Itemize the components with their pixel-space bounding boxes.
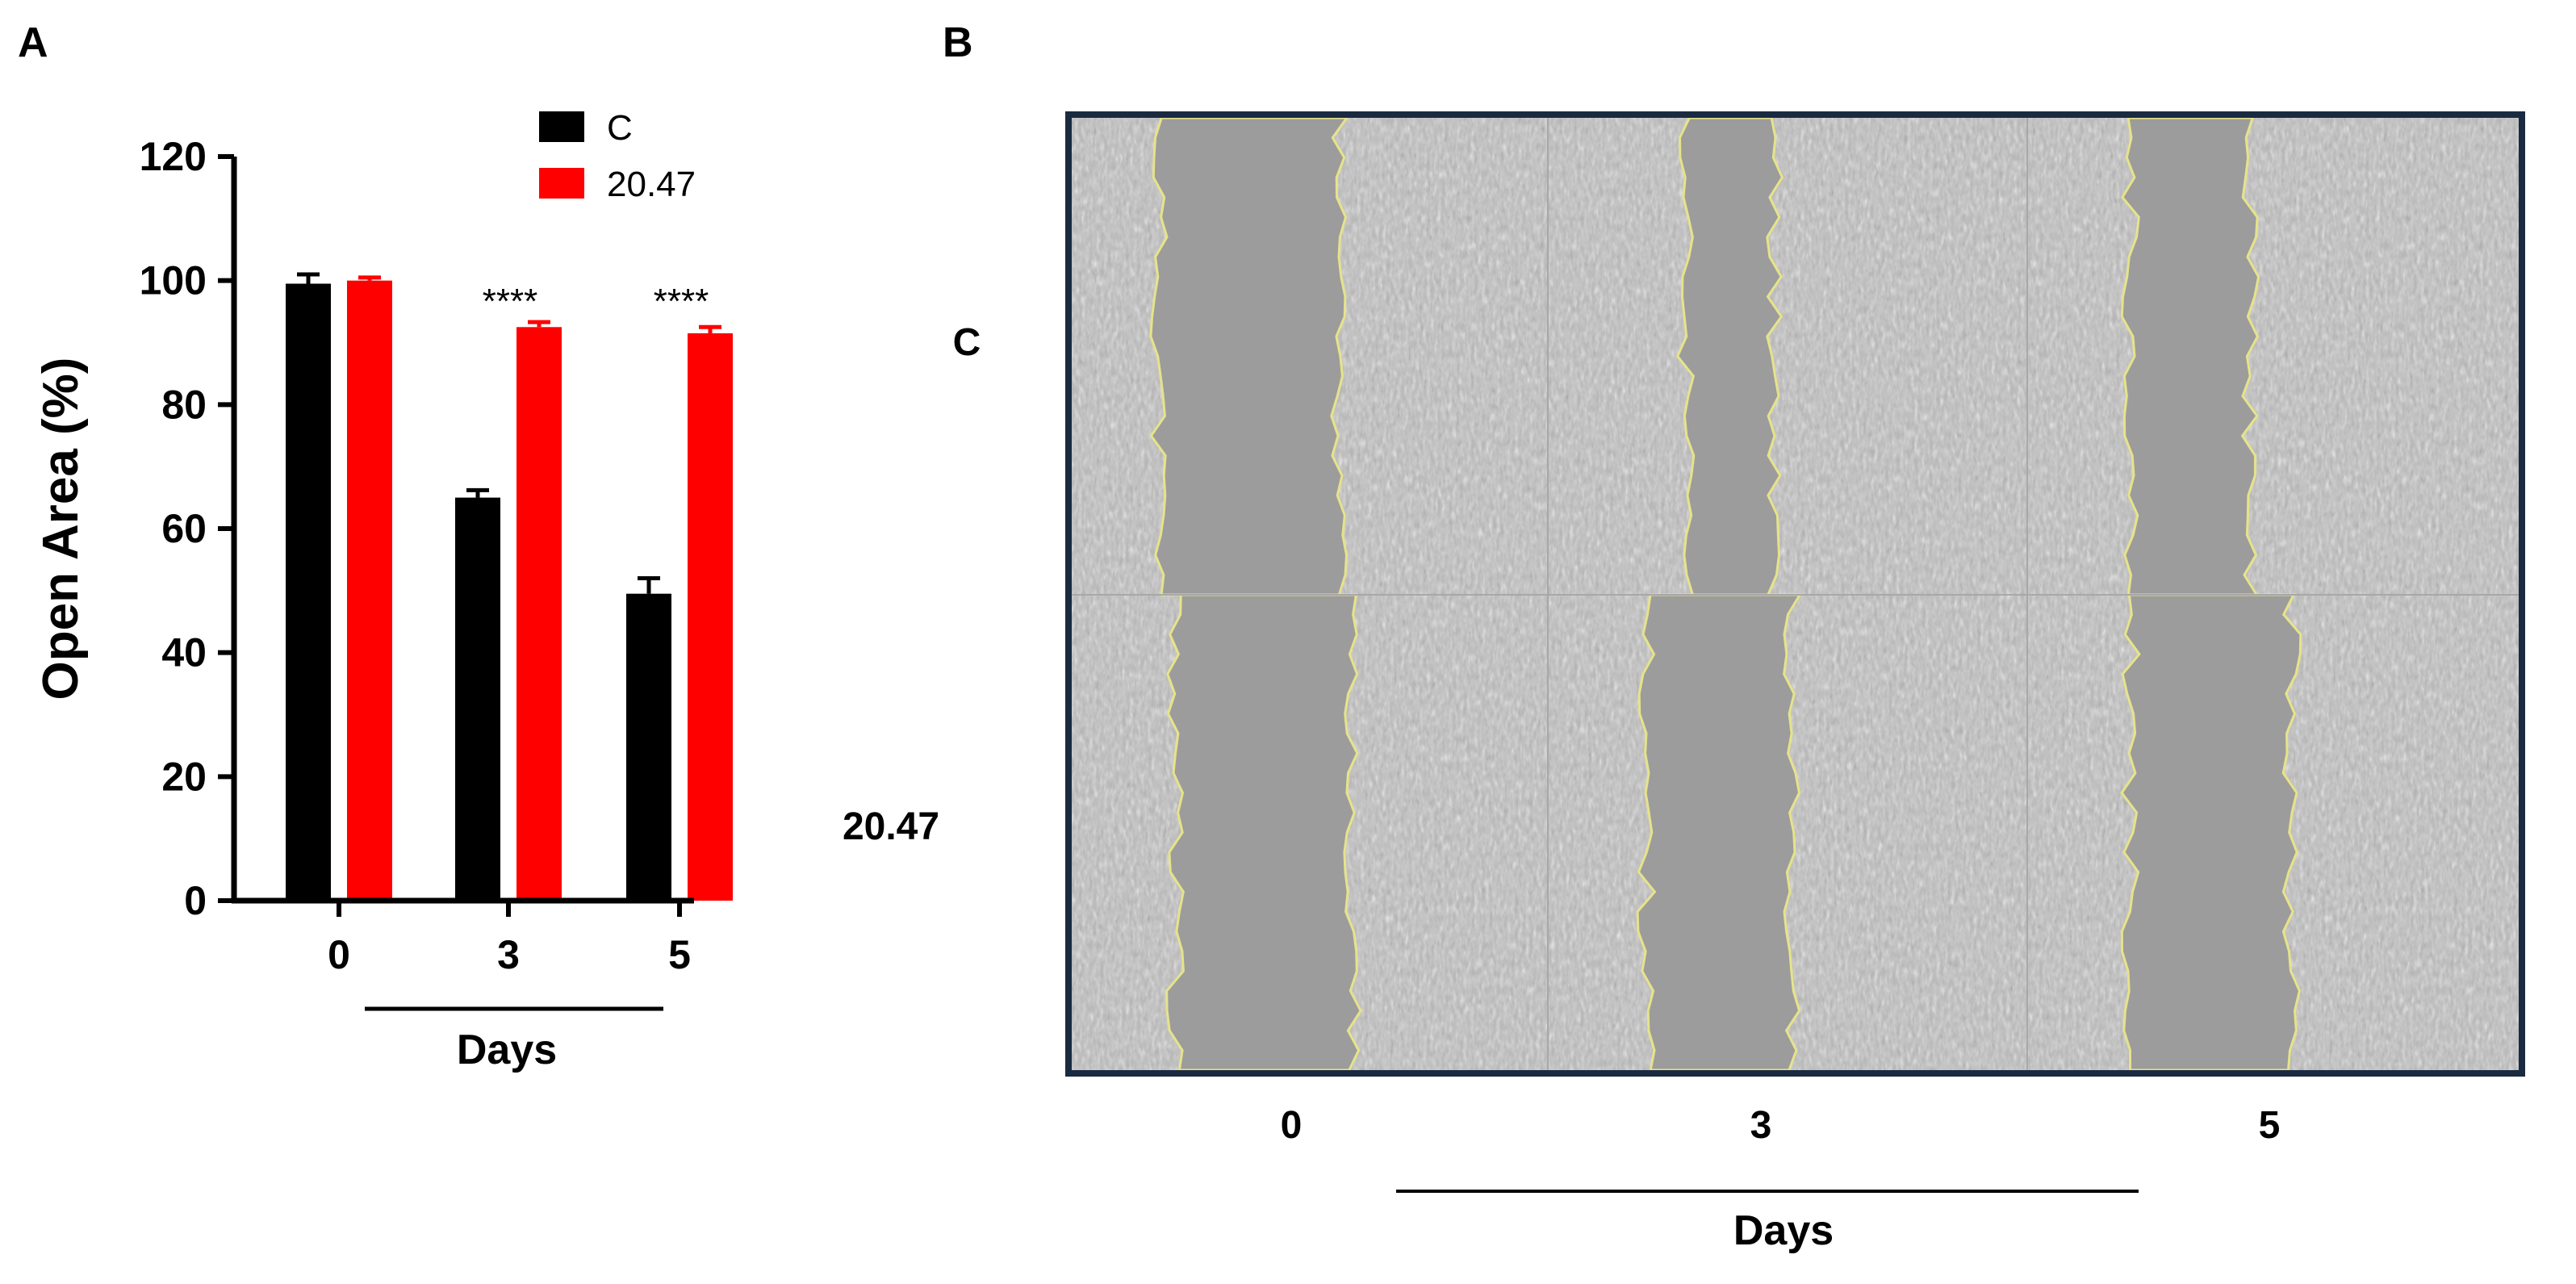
bar-20-47-day-0 [347, 280, 392, 901]
y-tick-label: 20 [161, 754, 207, 799]
error-bar [358, 275, 381, 281]
error-bar [466, 487, 489, 498]
wound-gap-row1-col3 [2120, 116, 2260, 596]
bar-chart: 0 20 40 60 80 100 120 0 3 5 **** **** Open Area (… [33, 108, 733, 1073]
bar-20-47-day-5 [688, 333, 733, 901]
bar-c-day-5 [626, 593, 671, 901]
bar-c-day-0 [286, 283, 331, 901]
image-x-axis-label: Days [1733, 1207, 1834, 1254]
wound-gap-row1-col1 [1149, 116, 1349, 596]
x-ticks: 0 3 5 [328, 901, 691, 977]
image-frame [1065, 111, 2525, 1077]
legend-label-20-47: 20.47 [607, 165, 696, 204]
x-axis-label: Days [457, 1027, 557, 1073]
chart-legend: C 20.47 [539, 108, 696, 204]
y-tick-label: 100 [140, 258, 207, 303]
bar-20-47-day-3 [516, 327, 562, 901]
legend-swatch-20-47 [539, 168, 584, 199]
x-tick-label: 5 [668, 932, 691, 977]
wound-gap-row2-col2 [1636, 593, 1802, 1072]
chart-error-bars [297, 272, 721, 594]
x-tick-label: 0 [328, 932, 350, 977]
legend-swatch-c [539, 111, 584, 142]
y-ticks: 0 20 40 60 80 100 120 [140, 134, 234, 923]
wound-gap-row2-col3 [2120, 593, 2302, 1072]
scratch-assay-image-grid: C 20.47 0 3 5 Days [843, 111, 2525, 1254]
error-bar [528, 320, 550, 328]
y-tick-label: 80 [161, 382, 207, 427]
y-tick-label: 60 [161, 506, 207, 551]
y-tick-label: 40 [161, 630, 207, 675]
bar-c-day-3 [455, 497, 500, 901]
panel-a-label: A [18, 19, 48, 66]
y-tick-label: 0 [184, 878, 207, 923]
error-bar [638, 575, 660, 594]
y-tick-label: 120 [140, 134, 207, 179]
column-label-day-0: 0 [1281, 1104, 1303, 1147]
error-bar [297, 272, 320, 284]
wound-gaps [1149, 116, 2302, 1072]
wound-gap-row1-col2 [1675, 116, 1784, 596]
column-label-day-5: 5 [2259, 1104, 2281, 1147]
panel-b-label: B [943, 19, 973, 66]
x-tick-label: 3 [497, 932, 520, 977]
wound-gap-row2-col1 [1165, 593, 1362, 1072]
chart-bars [286, 280, 733, 901]
significance-stars: **** [483, 282, 538, 321]
column-label-day-3: 3 [1750, 1104, 1772, 1147]
significance-annotations: **** **** [483, 282, 709, 321]
significance-stars: **** [654, 282, 709, 321]
y-axis-label: Open Area (%) [33, 358, 89, 701]
legend-label-c: C [607, 108, 633, 148]
row-label-20-47: 20.47 [843, 805, 939, 848]
error-bar [699, 324, 721, 333]
row-label-c: C [953, 321, 981, 364]
